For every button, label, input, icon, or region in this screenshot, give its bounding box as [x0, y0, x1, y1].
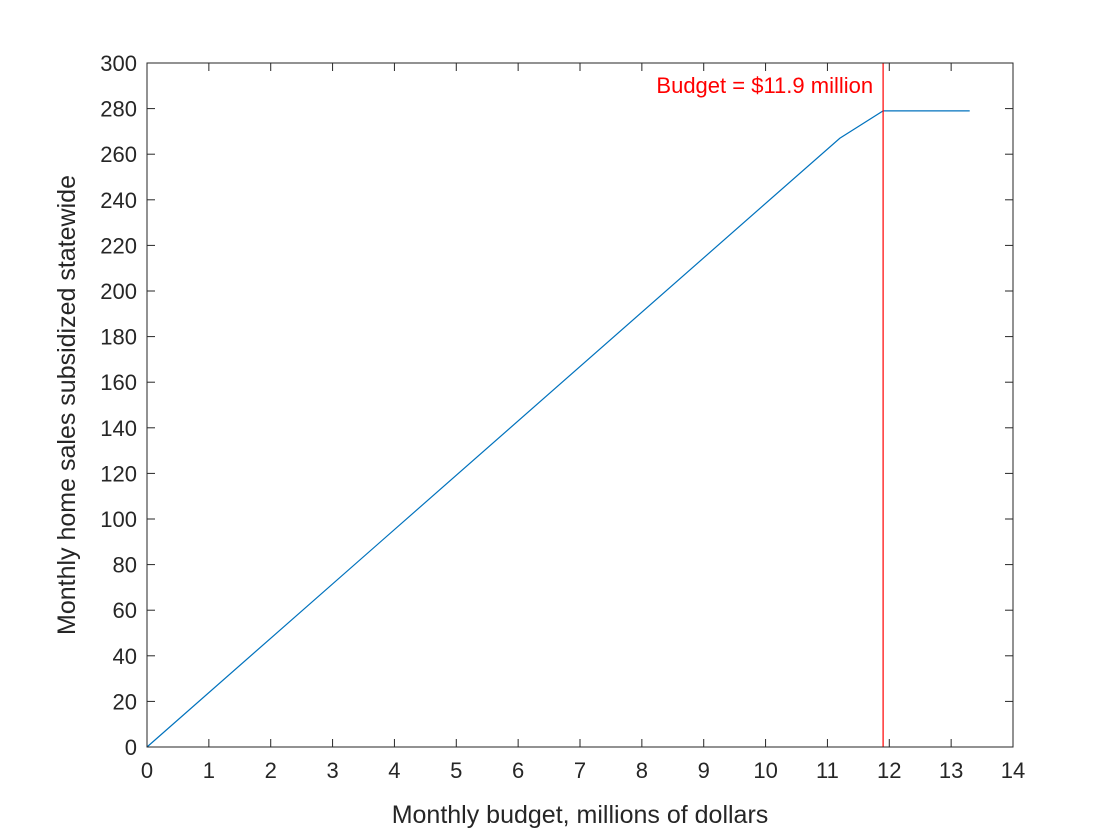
y-tick-label: 80 — [113, 553, 137, 578]
x-axis-title: Monthly budget, millions of dollars — [392, 801, 769, 829]
x-tick-label: 3 — [326, 758, 338, 783]
y-tick-label: 220 — [100, 233, 137, 258]
x-tick-label: 9 — [698, 758, 710, 783]
y-tick-label: 300 — [100, 51, 137, 76]
annotations: Budget = $11.9 million — [656, 63, 884, 747]
x-tick-label: 11 — [816, 758, 839, 783]
y-tick-label: 280 — [100, 97, 137, 122]
y-tick-label: 260 — [100, 142, 137, 167]
plot-area — [147, 63, 1013, 747]
x-tick-label: 14 — [1001, 758, 1025, 783]
x-tick-label: 7 — [574, 758, 586, 783]
x-tick-labels: 0 1 2 3 4 5 6 7 8 9 10 11 12 13 14 — [141, 758, 1025, 783]
y-tick-label: 140 — [100, 416, 137, 441]
x-tick-label: 8 — [636, 758, 648, 783]
y-axis-title: Monthly home sales subsidized statewide — [53, 175, 81, 635]
x-tick-label: 12 — [877, 758, 901, 783]
series-line — [146, 110, 970, 748]
plot-frame — [146, 62, 1014, 748]
x-tick-label: 0 — [141, 758, 153, 783]
y-tick-label: 120 — [100, 461, 137, 486]
y-tick-label: 200 — [100, 279, 137, 304]
ticks — [146, 62, 1014, 748]
y-tick-label: 60 — [113, 598, 137, 623]
y-tick-label: 160 — [100, 370, 137, 395]
series — [146, 110, 970, 748]
y-tick-label: 180 — [100, 325, 137, 350]
budget-label: Budget = $11.9 million — [656, 73, 873, 98]
x-tick-label: 13 — [939, 758, 963, 783]
y-tick-labels: 0 20 40 60 80 100 120 140 160 180 200 220 240 260 280 3… — [100, 51, 137, 760]
x-tick-label: 4 — [388, 758, 400, 783]
x-tick-label: 5 — [450, 758, 462, 783]
y-tick-label: 20 — [113, 689, 137, 714]
x-tick-label: 6 — [512, 758, 524, 783]
y-tick-label: 0 — [125, 735, 137, 760]
y-tick-label: 240 — [100, 188, 137, 213]
y-tick-label: 40 — [113, 644, 137, 669]
x-tick-label: 2 — [265, 758, 277, 783]
x-tick-label: 10 — [753, 758, 777, 783]
y-tick-label: 100 — [100, 507, 137, 532]
x-tick-label: 1 — [203, 758, 215, 783]
